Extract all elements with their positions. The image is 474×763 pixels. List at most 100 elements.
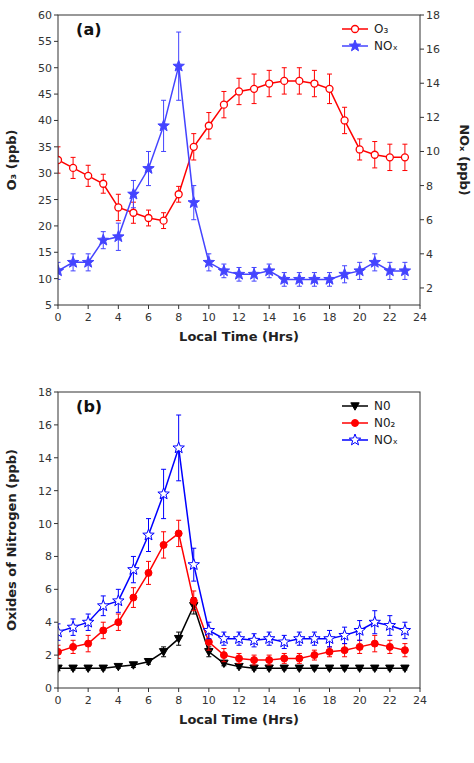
x-tick [329, 305, 330, 309]
error-bar [387, 640, 392, 653]
legend-label: O₃ [374, 22, 388, 36]
y-tick-label: 40 [38, 114, 52, 127]
series-line [58, 81, 405, 221]
y-tick [54, 589, 58, 590]
legend-marker [351, 403, 359, 410]
panel-label: (a) [76, 20, 101, 39]
x-tick-label: 18 [323, 311, 337, 324]
legend-label: NOₓ [374, 39, 398, 53]
error-bar [312, 650, 317, 660]
data-point [296, 77, 303, 84]
error-bar [206, 113, 211, 139]
y2-tick-label: 8 [426, 180, 433, 193]
x-tick [239, 688, 240, 692]
data-point [188, 559, 199, 570]
y-tick [54, 67, 58, 68]
data-point [235, 663, 243, 670]
x-tick-label: 12 [232, 694, 246, 707]
error-bar [327, 74, 332, 104]
data-point [98, 600, 109, 611]
y-tick-label: 0 [45, 682, 52, 695]
error-bar [146, 210, 151, 226]
data-point [58, 626, 64, 637]
data-point [173, 60, 184, 71]
data-point [236, 88, 243, 95]
y-tick-label: 18 [38, 386, 52, 399]
x-tick-label: 24 [413, 311, 427, 324]
x-tick-label: 10 [202, 694, 216, 707]
data-point [159, 649, 167, 656]
data-point [251, 657, 258, 664]
x-tick-label: 18 [323, 694, 337, 707]
data-point [279, 273, 290, 284]
series [58, 32, 411, 286]
error-bar [282, 68, 287, 94]
x-tick-label: 14 [262, 311, 276, 324]
data-point [218, 633, 229, 644]
data-point [84, 665, 92, 672]
x-tick [269, 688, 270, 692]
data-point [296, 655, 303, 662]
data-point [129, 662, 137, 669]
data-point [233, 633, 244, 644]
y-tick [54, 278, 58, 279]
y-tick [54, 146, 58, 147]
panel-label: (b) [76, 397, 102, 416]
y2-tick [420, 185, 424, 186]
error-bar [71, 640, 76, 653]
data-point [145, 569, 152, 576]
data-point [326, 648, 333, 655]
y2-tick [420, 117, 424, 118]
data-point [356, 643, 363, 650]
data-point [173, 442, 184, 453]
x-tick-label: 20 [353, 694, 367, 707]
y-tick [54, 490, 58, 491]
error-bar [71, 157, 76, 178]
y-tick-label: 20 [38, 220, 52, 233]
data-point [175, 530, 182, 537]
y-tick [54, 457, 58, 458]
data-point [58, 665, 62, 672]
data-point [371, 665, 379, 672]
data-point [160, 541, 167, 548]
y2-tick [420, 219, 424, 220]
series-line [58, 533, 405, 660]
data-point [251, 85, 258, 92]
legend-marker [352, 26, 359, 33]
series [58, 415, 411, 649]
data-point [281, 77, 288, 84]
x-tick-label: 6 [145, 311, 152, 324]
legend-label: N0₂ [374, 416, 396, 430]
error-bar [237, 653, 242, 663]
data-point [58, 265, 64, 276]
data-point [311, 652, 318, 659]
y-tick [54, 622, 58, 623]
plot-area [58, 15, 420, 305]
x-tick [420, 688, 421, 692]
y2-tick-label: 14 [426, 77, 440, 90]
x-tick [58, 305, 59, 309]
data-point [205, 122, 212, 129]
data-point [188, 197, 199, 208]
data-point [309, 273, 320, 284]
legend: N0N0₂NOₓ [342, 399, 398, 447]
data-point [67, 256, 78, 267]
x-tick-label: 2 [85, 311, 92, 324]
data-point [266, 80, 273, 87]
data-point [386, 665, 394, 672]
series-line [58, 448, 405, 642]
data-point [263, 633, 274, 644]
y-tick-label: 14 [38, 452, 52, 465]
data-point [144, 658, 152, 665]
data-point [386, 154, 393, 161]
data-point [218, 265, 229, 276]
data-point [143, 163, 154, 174]
y-tick-label: 5 [45, 299, 52, 312]
error-bar [116, 194, 121, 220]
error-bar [221, 91, 226, 117]
y2-tick [420, 49, 424, 50]
data-point [220, 652, 227, 659]
panel: 024681012141618202224024681012141618Loca… [4, 386, 427, 727]
data-point [263, 265, 274, 276]
x-tick-label: 4 [115, 694, 122, 707]
